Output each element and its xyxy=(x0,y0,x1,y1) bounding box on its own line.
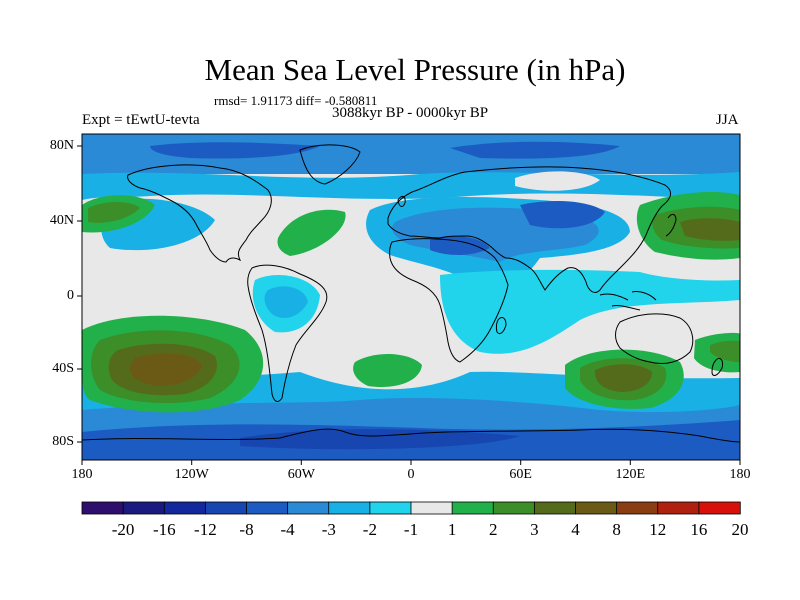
field-indian-ocean-band xyxy=(440,269,740,354)
colorbar-swatch xyxy=(122,501,165,515)
colorbar-swatch xyxy=(328,501,371,515)
lat-label-40s: 40S xyxy=(52,361,74,376)
field-npacific-high-core xyxy=(88,202,140,223)
colorbar-label: 20 xyxy=(731,520,749,539)
colorbar-label: -1 xyxy=(403,520,419,539)
colorbar-swatch xyxy=(575,501,618,515)
colorbar-swatch xyxy=(492,501,536,515)
colorbar-swatch xyxy=(657,501,700,515)
coast-north-america xyxy=(127,164,272,263)
coast-antarctica xyxy=(82,428,740,443)
coast-uk xyxy=(397,195,406,207)
colorbar-label: 8 xyxy=(612,520,621,539)
coast-japan xyxy=(665,213,677,237)
colorbar-swatch xyxy=(410,501,453,515)
statistics-text: rmsd= 1.91173 diff= -0.580811 xyxy=(214,93,378,108)
colorbar-label: -4 xyxy=(280,520,295,539)
colorbar-label: 1 xyxy=(447,520,457,539)
coast-greenland xyxy=(299,144,361,185)
lat-label-80n: 80N xyxy=(49,138,74,153)
lat-label-80s: 80S xyxy=(52,434,74,449)
lat-label-40n: 40N xyxy=(49,213,74,228)
field-asia-core xyxy=(520,200,605,229)
field-arctic-low-1 xyxy=(150,142,320,159)
coast-south-america xyxy=(247,264,328,402)
lon-label-0: 0 xyxy=(407,467,415,482)
coast-eurasia xyxy=(387,166,672,293)
field-sahara-core xyxy=(430,235,490,255)
field-sindian-high-core xyxy=(594,364,652,392)
colorbar xyxy=(81,501,741,515)
coast-new-zealand xyxy=(711,357,723,376)
coast-africa xyxy=(389,238,509,363)
colorbar-label: 2 xyxy=(489,520,498,539)
colorbar-label: -3 xyxy=(321,520,336,539)
colorbar-label: 3 xyxy=(530,520,539,539)
field-spacific-high-core xyxy=(129,353,202,386)
colorbar-label: -8 xyxy=(239,520,254,539)
map-title: Mean Sea Level Pressure (in hPa) xyxy=(204,52,626,87)
season-label: JJA xyxy=(716,112,739,128)
lon-label-60w: 60W xyxy=(287,467,315,482)
field-siberia-neutral xyxy=(515,171,600,191)
field-atlantic-high xyxy=(277,209,346,256)
coast-australia xyxy=(615,313,694,365)
lon-label-120w: 120W xyxy=(174,467,209,482)
colorbar-swatch xyxy=(451,501,494,515)
field-tasman-high-core xyxy=(710,340,740,362)
lon-label-180e: 180 xyxy=(729,467,751,482)
lon-label-120e: 120E xyxy=(615,467,646,482)
experiment-label: Expt = tEwtU-tevta xyxy=(82,112,200,128)
colorbar-label: -20 xyxy=(111,520,135,539)
period-label: 3088kyr BP - 0000kyr BP xyxy=(331,105,489,121)
colorbar-label: -12 xyxy=(194,520,217,539)
colorbar-swatch xyxy=(81,501,124,515)
colorbar-swatch xyxy=(246,501,289,515)
colorbar-swatch xyxy=(163,501,207,515)
colorbar-swatch xyxy=(533,501,577,515)
colorbar-label: -16 xyxy=(152,520,176,539)
colorbar-swatch xyxy=(287,501,330,515)
colorbar-label: 4 xyxy=(571,520,580,539)
field-antarctic-core xyxy=(240,429,520,450)
field-arctic-low-2 xyxy=(450,141,620,159)
axis-ticks xyxy=(77,145,741,465)
colorbar-label: 16 xyxy=(690,520,708,539)
lon-label-180w: 180 xyxy=(71,467,93,482)
coast-se-asia-islands xyxy=(599,291,657,311)
colorbar-label: 12 xyxy=(649,520,667,539)
pressure-field xyxy=(82,134,740,460)
lat-label-eq: 0 xyxy=(67,288,74,303)
field-wpacific-high-core xyxy=(680,218,740,241)
colorbar-swatch xyxy=(204,501,248,515)
colorbar-swatch xyxy=(698,501,741,515)
colorbar-label: -2 xyxy=(362,520,377,539)
coastlines xyxy=(82,144,740,443)
lon-label-60e: 60E xyxy=(509,467,532,482)
field-satlantic-high xyxy=(353,354,422,388)
colorbar-swatch xyxy=(369,501,412,515)
coast-madagascar xyxy=(495,317,507,335)
field-samerica-low-inner xyxy=(264,286,308,318)
colorbar-swatch xyxy=(616,501,659,515)
